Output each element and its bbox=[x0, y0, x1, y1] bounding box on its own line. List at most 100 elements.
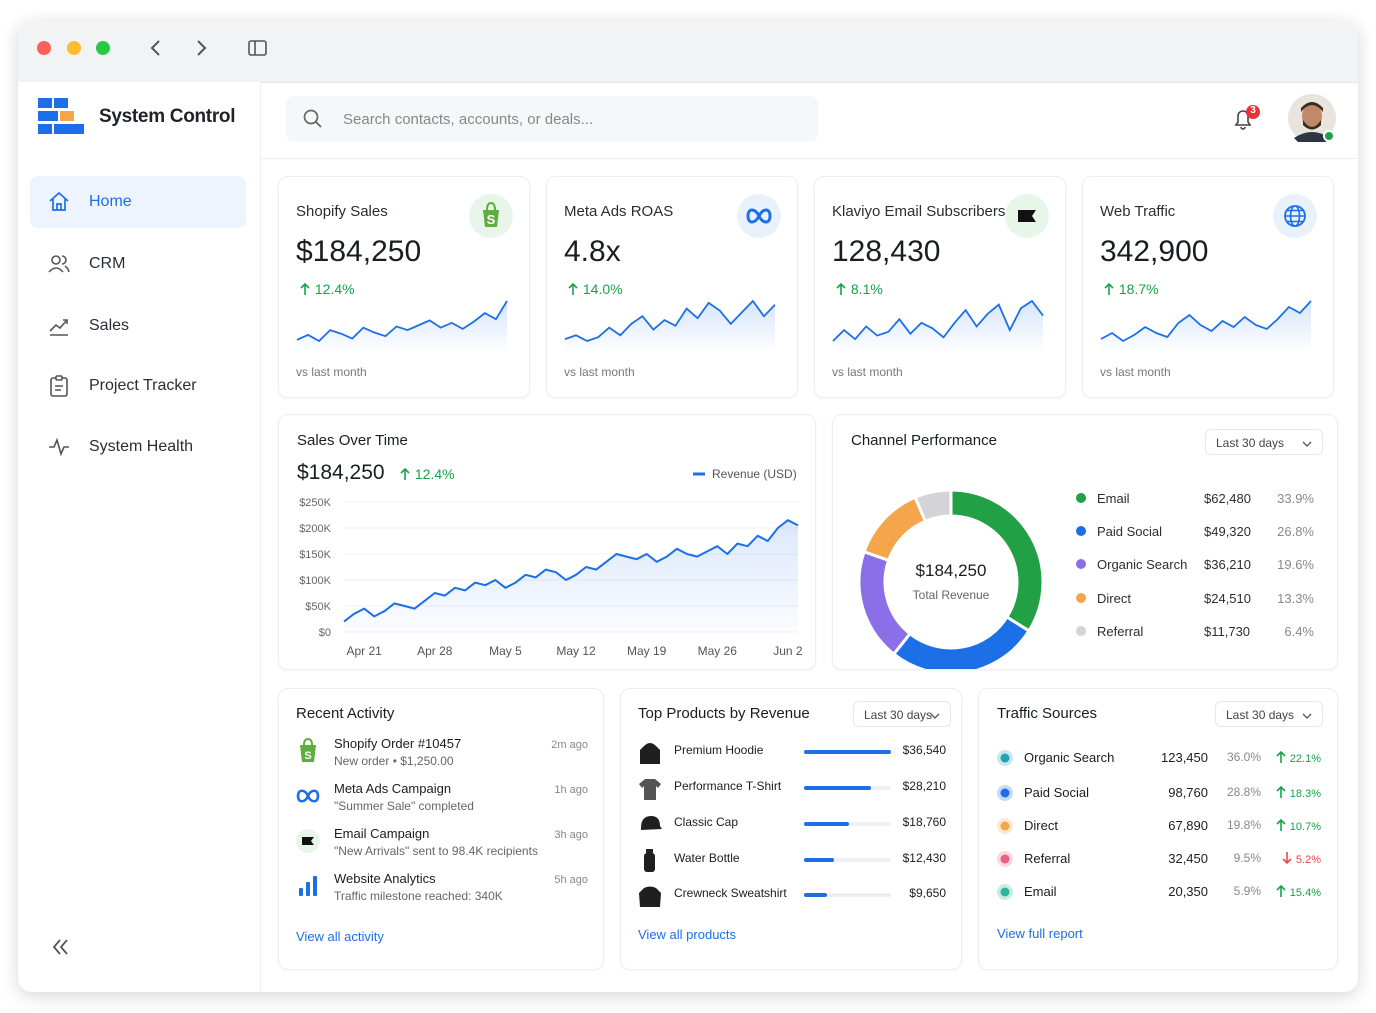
product-name: Premium Hoodie bbox=[674, 743, 764, 757]
donut-segment bbox=[857, 549, 913, 657]
nav-label: Sales bbox=[89, 317, 130, 334]
user-avatar[interactable] bbox=[1286, 92, 1338, 144]
product-image bbox=[638, 776, 662, 807]
product-revenue: $9,650 bbox=[909, 886, 946, 900]
card-title: Recent Activity bbox=[296, 705, 395, 722]
app-window: System Control Home CRM Sales Project Track… bbox=[18, 20, 1358, 992]
nav-item[interactable]: Project Tracker bbox=[30, 360, 246, 412]
source-change: 18.3% bbox=[1275, 785, 1321, 800]
donut-segment bbox=[891, 614, 1032, 669]
donut-segment bbox=[913, 488, 953, 524]
product-name: Performance T-Shirt bbox=[674, 779, 782, 793]
nav-item[interactable]: CRM bbox=[30, 238, 246, 290]
nav-item[interactable]: Home bbox=[30, 176, 246, 228]
view-link[interactable]: View full report bbox=[997, 926, 1083, 941]
kpi-change-value: 18.7% bbox=[1118, 281, 1159, 297]
kpi-note: vs last month bbox=[296, 365, 367, 379]
legend-dot bbox=[1076, 526, 1086, 536]
source-icon bbox=[997, 851, 1013, 872]
view-link[interactable]: View all products bbox=[638, 927, 737, 942]
legend-value: $24,510 bbox=[1204, 591, 1251, 606]
source-icon bbox=[997, 818, 1013, 839]
line-area bbox=[344, 520, 798, 632]
activity-title: Meta Ads Campaign bbox=[334, 781, 452, 796]
activity-title: Email Campaign bbox=[334, 826, 430, 841]
legend-share: 26.8% bbox=[1277, 524, 1314, 539]
nav-item[interactable]: System Health bbox=[30, 421, 246, 473]
recent-activity-card: Recent Activity S Shopify Order #10457 New … bbox=[278, 688, 604, 970]
brand-logo bbox=[38, 98, 84, 134]
source-change-value: 15.4% bbox=[1289, 887, 1321, 899]
source-share: 5.9% bbox=[1233, 884, 1261, 898]
sparkline bbox=[296, 300, 508, 353]
activity-detail: "New Arrivals" sent to 98.4K recipients bbox=[334, 844, 538, 858]
brand-name: System Control bbox=[99, 106, 236, 127]
legend-value: $49,320 bbox=[1204, 524, 1251, 539]
sparkline bbox=[1100, 300, 1312, 353]
kpi-change: 12.4% bbox=[299, 281, 355, 297]
product-image bbox=[638, 812, 662, 843]
activity-detail: "Summer Sale" completed bbox=[334, 799, 474, 813]
chart-change-value: 12.4% bbox=[414, 466, 455, 482]
y-tick-label: $50K bbox=[305, 601, 331, 613]
chart-title: Channel Performance bbox=[851, 432, 997, 449]
range-label: Last 30 days bbox=[864, 708, 933, 722]
notification-bell[interactable] bbox=[1231, 104, 1261, 134]
source-icon bbox=[997, 785, 1013, 806]
kpi-title: Shopify Sales bbox=[296, 203, 388, 220]
kpi-card: Klaviyo Email Subscribers 128,430 8.1% vs … bbox=[814, 176, 1066, 398]
source-change: 22.1% bbox=[1275, 750, 1321, 765]
source-visits: 20,350 bbox=[1168, 884, 1208, 899]
kpi-value: 342,900 bbox=[1100, 235, 1209, 268]
sparkline-line bbox=[832, 299, 1044, 342]
kpi-change-value: 8.1% bbox=[850, 281, 883, 297]
sparkline bbox=[564, 299, 776, 353]
legend-value: $11,730 bbox=[1204, 624, 1250, 639]
range-dropdown[interactable]: Last 30 days bbox=[1205, 429, 1323, 455]
bar bbox=[804, 858, 834, 862]
source-share: 36.0% bbox=[1226, 750, 1261, 764]
kpi-icon: S bbox=[469, 194, 513, 243]
view-link[interactable]: View all activity bbox=[296, 929, 384, 944]
y-tick-label: $250K bbox=[299, 497, 331, 509]
chart-change: 12.4% bbox=[399, 466, 455, 482]
kpi-note: vs last month bbox=[832, 365, 903, 379]
kpi-icon bbox=[1273, 194, 1317, 243]
legend-dot bbox=[1076, 493, 1086, 503]
sparkline-line bbox=[564, 299, 776, 342]
legend-label: Paid Social bbox=[1097, 524, 1162, 539]
source-visits: 32,450 bbox=[1168, 851, 1208, 866]
kpi-card: Meta Ads ROAS 4.8x 14.0% vs last month bbox=[546, 176, 798, 398]
kpi-change: 8.1% bbox=[835, 281, 883, 297]
source-change-value: 5.2% bbox=[1295, 854, 1321, 866]
source-change: 10.7% bbox=[1275, 818, 1321, 833]
activity-title: Website Analytics bbox=[334, 871, 436, 886]
bar bbox=[804, 750, 891, 754]
kpi-card: Shopify Sales S $184,250 12.4% vs last mont… bbox=[278, 176, 530, 398]
kpi-value: 128,430 bbox=[832, 235, 941, 268]
kpi-change: 14.0% bbox=[567, 281, 623, 297]
product-revenue: $36,540 bbox=[902, 743, 946, 757]
legend-dot bbox=[1076, 559, 1086, 569]
line-series bbox=[343, 519, 799, 623]
legend-label: Organic Search bbox=[1097, 557, 1187, 572]
legend-share: 33.9% bbox=[1277, 491, 1314, 506]
range-dropdown[interactable]: Last 30 days bbox=[1215, 701, 1323, 727]
x-tick-label: May 5 bbox=[489, 644, 522, 658]
card-title: Traffic Sources bbox=[997, 705, 1098, 722]
product-name: Classic Cap bbox=[674, 815, 739, 829]
product-revenue: $12,430 bbox=[902, 851, 946, 865]
kpi-title: Meta Ads ROAS bbox=[564, 203, 674, 220]
collapse-button[interactable] bbox=[51, 937, 71, 957]
donut-segment bbox=[862, 495, 928, 563]
x-tick-label: Apr 28 bbox=[417, 644, 453, 658]
source-icon bbox=[997, 884, 1013, 905]
x-tick-label: Jun 2 bbox=[773, 644, 803, 658]
traffic-sources-card: Traffic Sources Last 30 days Organic Searc… bbox=[978, 688, 1338, 970]
nav-item[interactable]: Sales bbox=[30, 300, 246, 352]
kpi-change-value: 12.4% bbox=[314, 281, 355, 297]
source-name: Paid Social bbox=[1024, 785, 1090, 800]
search-box[interactable]: Search contacts, accounts, or deals... bbox=[286, 96, 818, 142]
nav-icon bbox=[48, 255, 70, 273]
range-dropdown[interactable]: Last 30 days bbox=[853, 701, 951, 727]
